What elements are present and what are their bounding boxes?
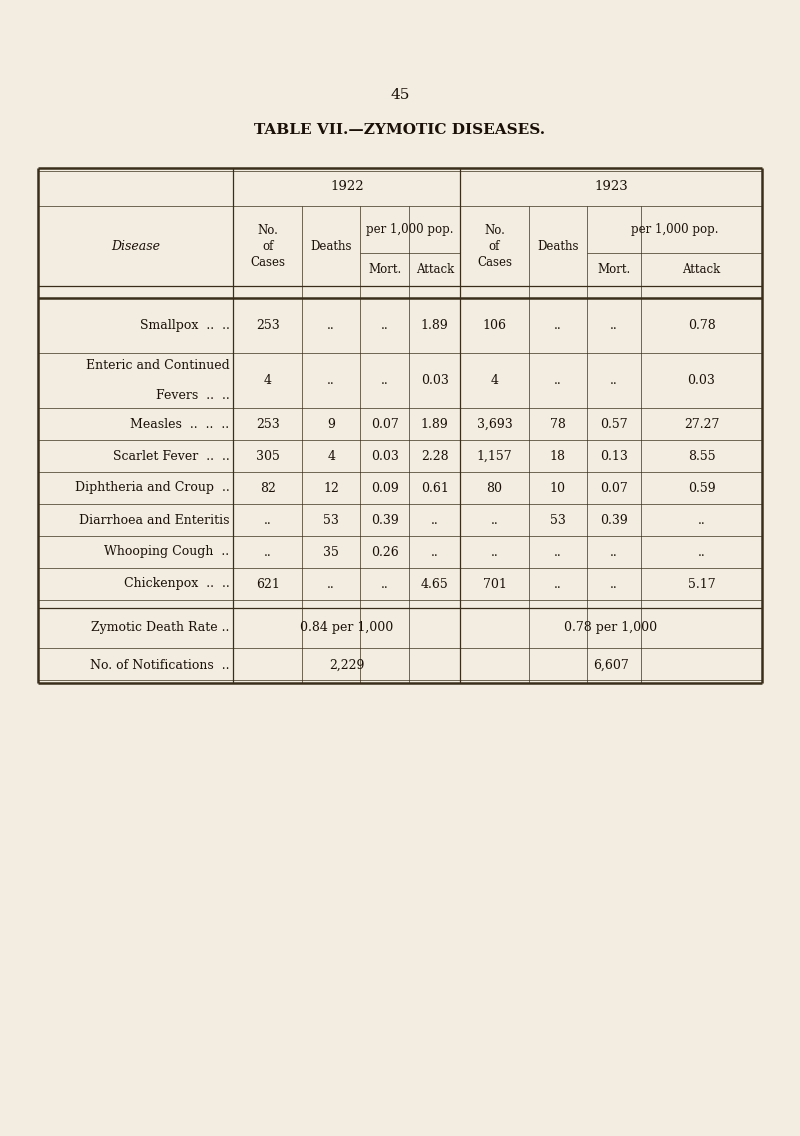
Text: 80: 80 — [486, 482, 502, 494]
Text: 106: 106 — [482, 319, 506, 332]
Text: ..: .. — [327, 319, 335, 332]
Text: Smallpox  ..  ..: Smallpox .. .. — [140, 319, 230, 332]
Text: No.
of
Cases: No. of Cases — [477, 224, 512, 268]
Text: ..: .. — [490, 513, 498, 526]
Text: 2,229: 2,229 — [329, 659, 365, 673]
Text: 0.13: 0.13 — [600, 450, 628, 462]
Text: 27.27: 27.27 — [684, 418, 719, 431]
Text: Deaths: Deaths — [310, 240, 352, 252]
Text: No.
of
Cases: No. of Cases — [250, 224, 286, 268]
Text: 305: 305 — [256, 450, 280, 462]
Text: 10: 10 — [550, 482, 566, 494]
Text: 0.26: 0.26 — [371, 545, 398, 559]
Text: 0.61: 0.61 — [421, 482, 449, 494]
Text: 9: 9 — [327, 418, 335, 431]
Text: 2.28: 2.28 — [421, 450, 449, 462]
Text: 0.03: 0.03 — [421, 374, 449, 387]
Text: 0.84 per 1,000: 0.84 per 1,000 — [300, 621, 394, 635]
Text: 0.07: 0.07 — [600, 482, 628, 494]
Text: 0.59: 0.59 — [688, 482, 715, 494]
Text: 1922: 1922 — [330, 181, 363, 193]
Text: 253: 253 — [256, 418, 280, 431]
Text: 6,607: 6,607 — [593, 659, 629, 673]
Text: TABLE VII.—ZYMOTIC DISEASES.: TABLE VII.—ZYMOTIC DISEASES. — [254, 123, 546, 137]
Text: ..: .. — [431, 545, 438, 559]
Text: 0.09: 0.09 — [371, 482, 398, 494]
Text: 4: 4 — [264, 374, 272, 387]
Text: ..: .. — [554, 374, 562, 387]
Text: ..: .. — [554, 577, 562, 591]
Text: ..: .. — [264, 513, 272, 526]
Text: ..: .. — [698, 513, 706, 526]
Text: Deaths: Deaths — [537, 240, 578, 252]
Text: 4: 4 — [327, 450, 335, 462]
Text: Fevers  ..  ..: Fevers .. .. — [156, 390, 230, 402]
Text: 0.07: 0.07 — [371, 418, 398, 431]
Text: ..: .. — [698, 545, 706, 559]
Text: 3,693: 3,693 — [477, 418, 512, 431]
Text: 53: 53 — [550, 513, 566, 526]
Text: ..: .. — [610, 545, 618, 559]
Text: ..: .. — [554, 545, 562, 559]
Text: Mort.: Mort. — [368, 264, 402, 276]
Text: 253: 253 — [256, 319, 280, 332]
Text: ..: .. — [431, 513, 438, 526]
Text: ..: .. — [381, 319, 389, 332]
Text: Diarrhoea and Enteritis: Diarrhoea and Enteritis — [79, 513, 230, 526]
Text: Disease: Disease — [111, 240, 160, 252]
Text: 78: 78 — [550, 418, 566, 431]
Text: ..: .. — [327, 374, 335, 387]
Text: ..: .. — [610, 577, 618, 591]
Text: 53: 53 — [323, 513, 339, 526]
Text: Measles  ..  ..  ..: Measles .. .. .. — [130, 418, 230, 431]
Text: 18: 18 — [550, 450, 566, 462]
Text: 0.57: 0.57 — [600, 418, 628, 431]
Text: 0.78: 0.78 — [688, 319, 715, 332]
Text: ..: .. — [610, 319, 618, 332]
Text: ..: .. — [610, 374, 618, 387]
Text: ..: .. — [381, 374, 389, 387]
Text: 1,157: 1,157 — [477, 450, 512, 462]
Text: ..: .. — [490, 545, 498, 559]
Text: 1.89: 1.89 — [421, 418, 449, 431]
Text: 621: 621 — [256, 577, 280, 591]
Text: 5.17: 5.17 — [688, 577, 715, 591]
Text: 45: 45 — [390, 87, 410, 102]
Text: 12: 12 — [323, 482, 339, 494]
Text: Attack: Attack — [416, 264, 454, 276]
Text: No. of Notifications  ..: No. of Notifications .. — [90, 659, 230, 673]
Text: 0.03: 0.03 — [688, 374, 715, 387]
Text: Enteric and Continued: Enteric and Continued — [86, 359, 230, 371]
Text: 0.39: 0.39 — [371, 513, 398, 526]
Text: Whooping Cough  ..: Whooping Cough .. — [104, 545, 230, 559]
Text: 0.03: 0.03 — [371, 450, 398, 462]
Text: ..: .. — [264, 545, 272, 559]
Text: 4: 4 — [490, 374, 498, 387]
Text: Scarlet Fever  ..  ..: Scarlet Fever .. .. — [113, 450, 230, 462]
Text: 1923: 1923 — [594, 181, 628, 193]
Text: Attack: Attack — [682, 264, 721, 276]
Text: 0.78 per 1,000: 0.78 per 1,000 — [565, 621, 658, 635]
Text: 701: 701 — [482, 577, 506, 591]
Text: per 1,000 pop.: per 1,000 pop. — [366, 223, 454, 236]
Text: ..: .. — [381, 577, 389, 591]
Text: ..: .. — [327, 577, 335, 591]
Text: 82: 82 — [260, 482, 276, 494]
Text: Zymotic Death Rate ..: Zymotic Death Rate .. — [91, 621, 230, 635]
Text: Chickenpox  ..  ..: Chickenpox .. .. — [124, 577, 230, 591]
Text: 0.39: 0.39 — [600, 513, 628, 526]
Text: Mort.: Mort. — [598, 264, 630, 276]
Text: per 1,000 pop.: per 1,000 pop. — [630, 223, 718, 236]
Text: 35: 35 — [323, 545, 339, 559]
Text: ..: .. — [554, 319, 562, 332]
Text: 1.89: 1.89 — [421, 319, 449, 332]
Text: 4.65: 4.65 — [421, 577, 449, 591]
Text: 8.55: 8.55 — [688, 450, 715, 462]
Text: Diphtheria and Croup  ..: Diphtheria and Croup .. — [74, 482, 230, 494]
